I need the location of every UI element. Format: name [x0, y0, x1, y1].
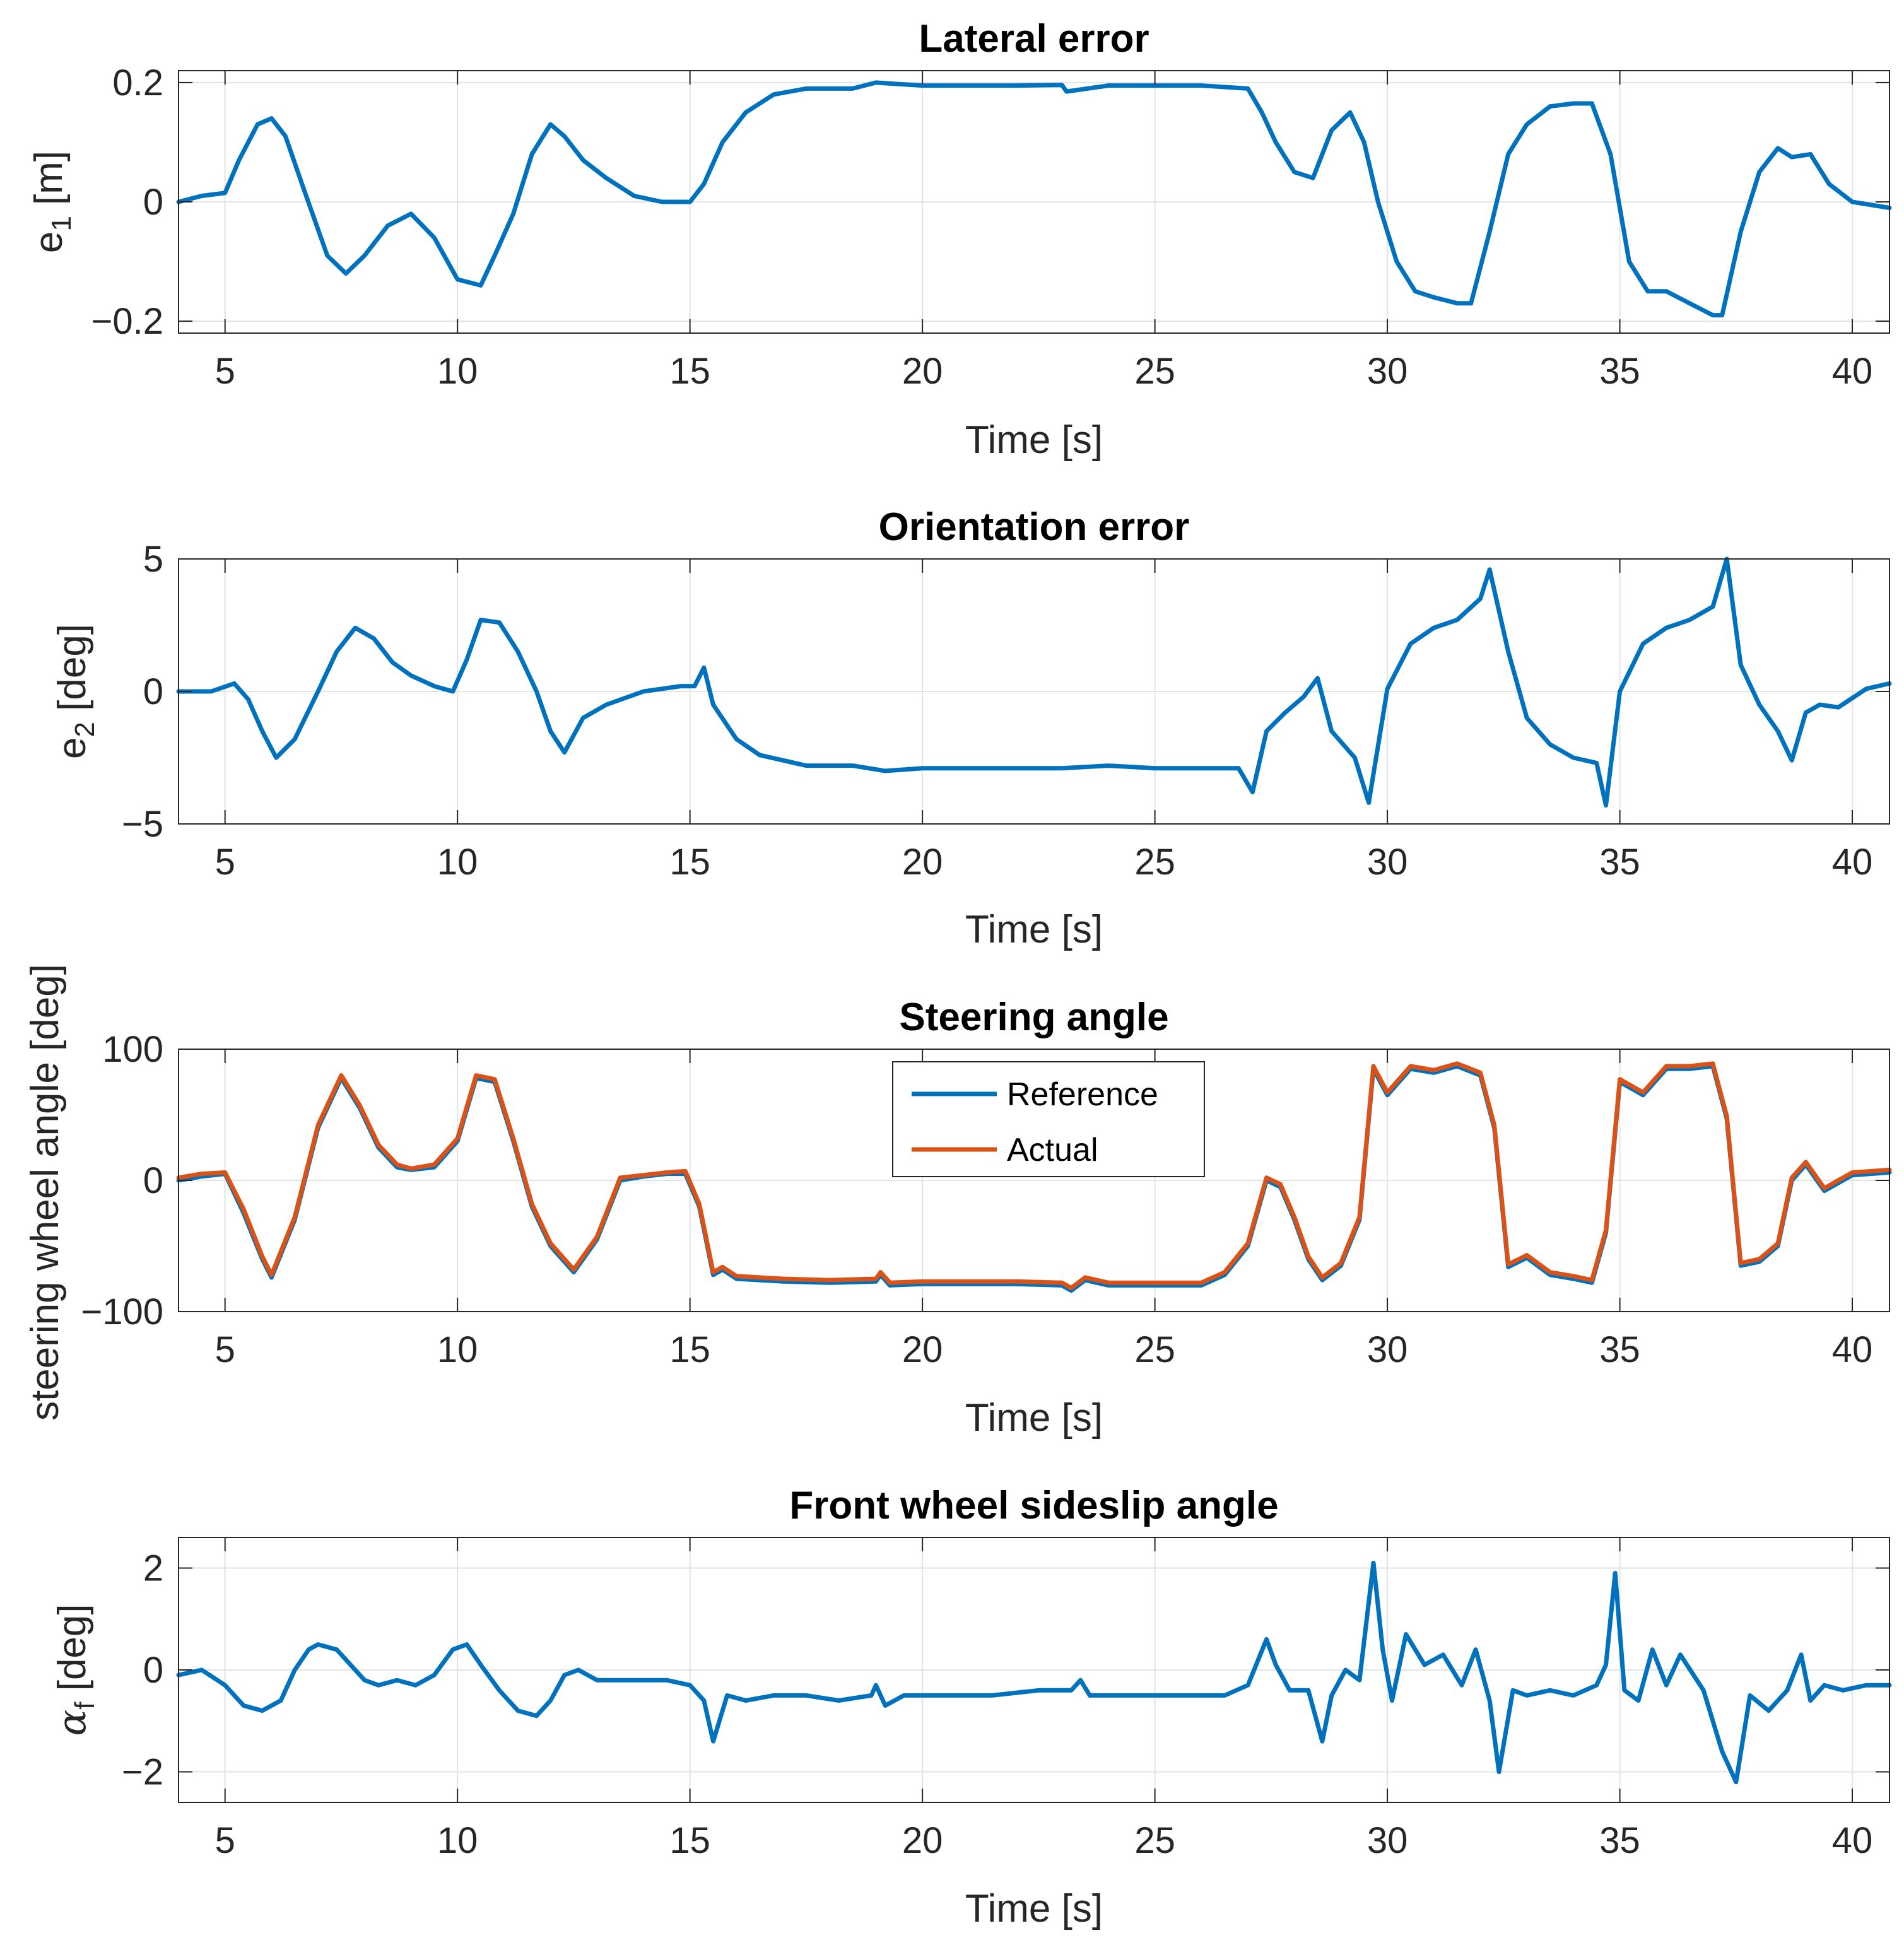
x-axis-label: Time [s]: [965, 908, 1103, 951]
y-axis-label-tail: [m]: [27, 151, 71, 216]
y-tick-label: 0: [143, 182, 163, 223]
y-axis-label-tail: [deg]: [50, 1604, 94, 1701]
x-tick-label: 40: [1832, 1329, 1873, 1370]
y-axis-label: e2 [deg]: [50, 624, 100, 759]
panel-lateral-error: 5 10 15 20 25 30 35 40 −0.2 0 0.2 Lateral error Ti…: [27, 17, 1892, 462]
y-axis-label-sub: 1: [46, 216, 77, 231]
x-tick-label: 10: [437, 351, 478, 392]
legend-label-actual: Actual: [1007, 1132, 1098, 1168]
chart-title: Lateral error: [919, 17, 1149, 61]
y-axis-label: e1 [m]: [27, 151, 77, 253]
grid: [179, 71, 1889, 333]
legend-label-reference: Reference: [1007, 1076, 1158, 1113]
y-axis-label-main: e: [50, 737, 94, 759]
x-tick-label: 10: [437, 842, 478, 883]
x-tick-label: 20: [902, 1329, 943, 1370]
chart-title: Steering angle: [899, 996, 1168, 1039]
legend-box: [892, 1061, 1205, 1177]
x-tick-label: 25: [1134, 1820, 1175, 1861]
y-tick-label: −100: [81, 1291, 163, 1332]
panel-front-wheel-sideslip: 5 10 15 20 25 30 35 40 −2 0 2 Front wheel sideslip…: [49, 1484, 1892, 1930]
ticks: 5 10 15 20 25 30 35 40 −100 0 100: [81, 1029, 1889, 1370]
x-tick-label: 40: [1832, 351, 1873, 392]
y-tick-label: 100: [102, 1029, 163, 1070]
series-layer: [176, 556, 1892, 808]
chart-title: Front wheel sideslip angle: [789, 1484, 1278, 1527]
panel-steering-angle: 5 10 15 20 25 30 35 40 −100 0 100 Steering angle T…: [23, 964, 1892, 1440]
y-tick-label: 0.2: [112, 62, 163, 103]
series-line-alpha-f: [176, 1560, 1892, 1785]
y-axis-label-main: α: [49, 1710, 95, 1736]
y-tick-label: 0: [143, 1650, 163, 1691]
x-axis-label: Time [s]: [965, 1887, 1103, 1930]
y-tick-label: 0: [143, 671, 163, 712]
series-layer: [176, 1061, 1892, 1293]
x-tick-label: 25: [1134, 351, 1175, 392]
x-tick-label: 20: [902, 842, 943, 883]
y-tick-label: −0.2: [91, 301, 164, 342]
x-tick-label: 35: [1599, 842, 1640, 883]
x-tick-label: 30: [1367, 351, 1408, 392]
x-tick-label: 35: [1599, 1329, 1640, 1370]
y-tick-label: 2: [143, 1548, 163, 1589]
x-tick-label: 35: [1599, 351, 1640, 392]
y-tick-label: 5: [143, 539, 163, 580]
x-axis-label: Time [s]: [965, 418, 1103, 462]
x-tick-label: 5: [215, 842, 235, 883]
x-tick-label: 5: [215, 351, 235, 392]
x-tick-label: 30: [1367, 1329, 1408, 1370]
x-tick-label: 20: [902, 351, 943, 392]
series-line-e2: [176, 556, 1892, 808]
series-layer: [176, 1560, 1892, 1785]
y-axis-label: steering wheel angle [deg]: [23, 964, 67, 1421]
x-tick-label: 40: [1832, 1820, 1873, 1861]
series-layer: [176, 80, 1892, 318]
x-tick-label: 10: [437, 1820, 478, 1861]
y-tick-label: 0: [143, 1160, 163, 1201]
x-tick-label: 20: [902, 1820, 943, 1861]
ticks: 5 10 15 20 25 30 35 40 −2 0 2: [122, 1537, 1889, 1861]
x-tick-label: 25: [1134, 842, 1175, 883]
y-tick-label: −5: [122, 804, 163, 845]
x-tick-label: 30: [1367, 842, 1408, 883]
y-axis-label-main: e: [27, 232, 71, 253]
y-axis-label-sub: f: [69, 1701, 100, 1710]
legend: Reference Actual: [892, 1061, 1205, 1177]
x-tick-label: 25: [1134, 1329, 1175, 1370]
x-tick-label: 5: [215, 1820, 235, 1861]
y-axis-label: αf [deg]: [49, 1604, 100, 1736]
series-line-e1: [176, 80, 1892, 318]
y-axis-label-sub: 2: [69, 722, 100, 737]
x-tick-label: 5: [215, 1329, 235, 1370]
ticks: 5 10 15 20 25 30 35 40 −0.2 0 0.2: [91, 62, 1889, 392]
x-tick-label: 30: [1367, 1820, 1408, 1861]
x-tick-label: 10: [437, 1329, 478, 1370]
series-line-actual: [176, 1061, 1892, 1291]
x-tick-label: 15: [669, 1329, 710, 1370]
x-tick-label: 40: [1832, 842, 1873, 883]
x-tick-label: 15: [669, 1820, 710, 1861]
ticks: 5 10 15 20 25 30 35 40 −5 0 5: [122, 539, 1889, 883]
x-axis-label: Time [s]: [965, 1396, 1103, 1440]
chart-title: Orientation error: [879, 505, 1190, 549]
y-tick-label: −2: [122, 1752, 163, 1793]
panel-orientation-error: 5 10 15 20 25 30 35 40 −5 0 5 Orientation error Ti…: [50, 505, 1892, 951]
x-tick-label: 35: [1599, 1820, 1640, 1861]
x-tick-label: 15: [669, 351, 710, 392]
x-tick-label: 15: [669, 842, 710, 883]
y-axis-label-tail: [deg]: [50, 624, 94, 722]
